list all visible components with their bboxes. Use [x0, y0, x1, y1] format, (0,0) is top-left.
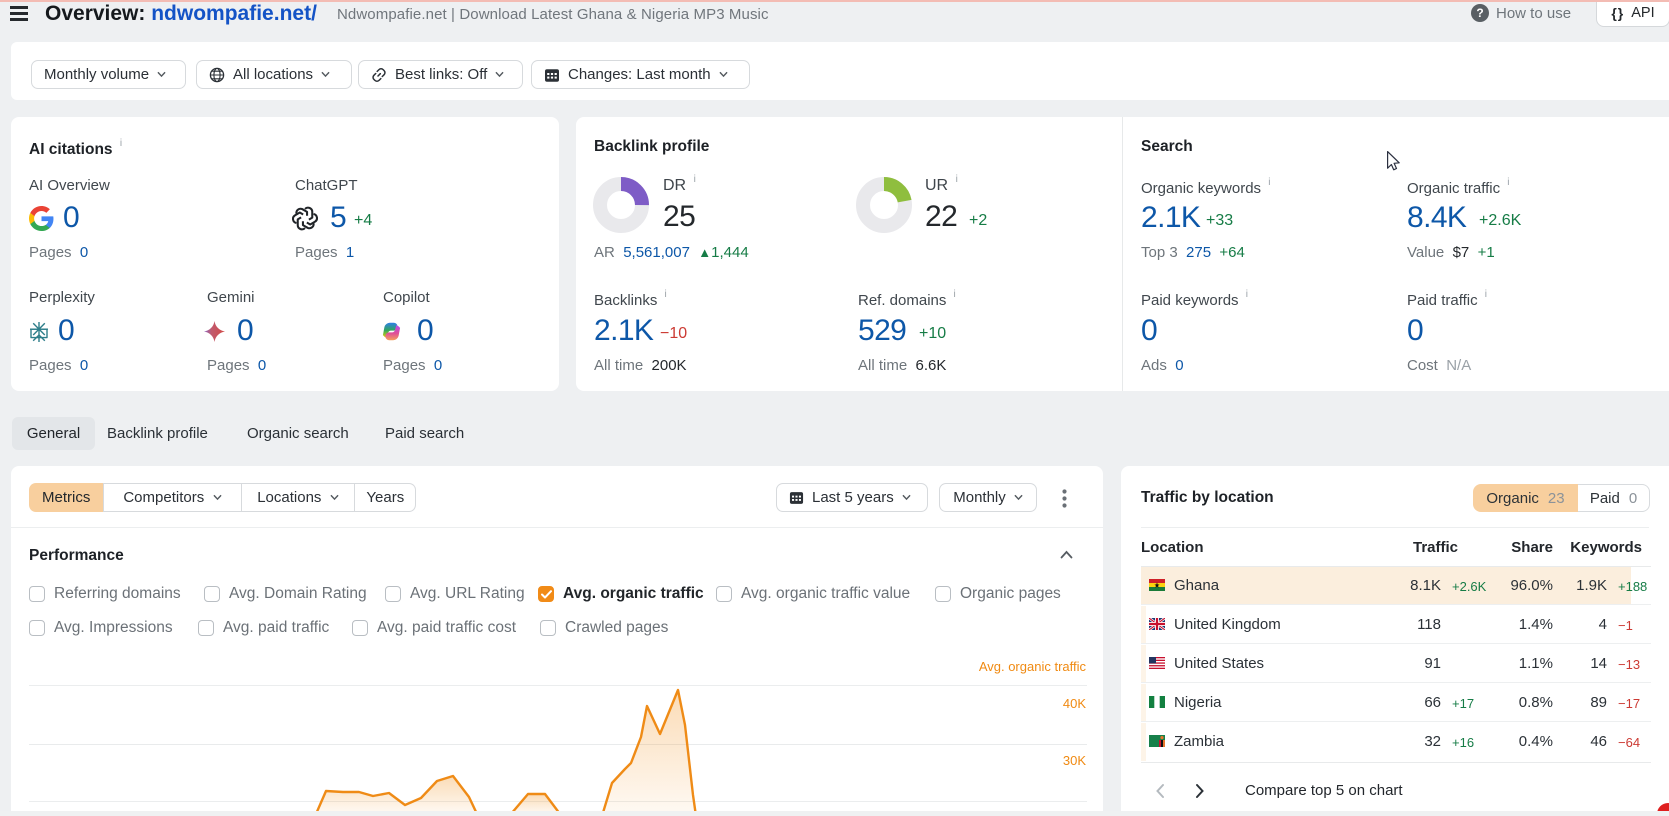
svg-text:?: ? [1476, 6, 1483, 20]
